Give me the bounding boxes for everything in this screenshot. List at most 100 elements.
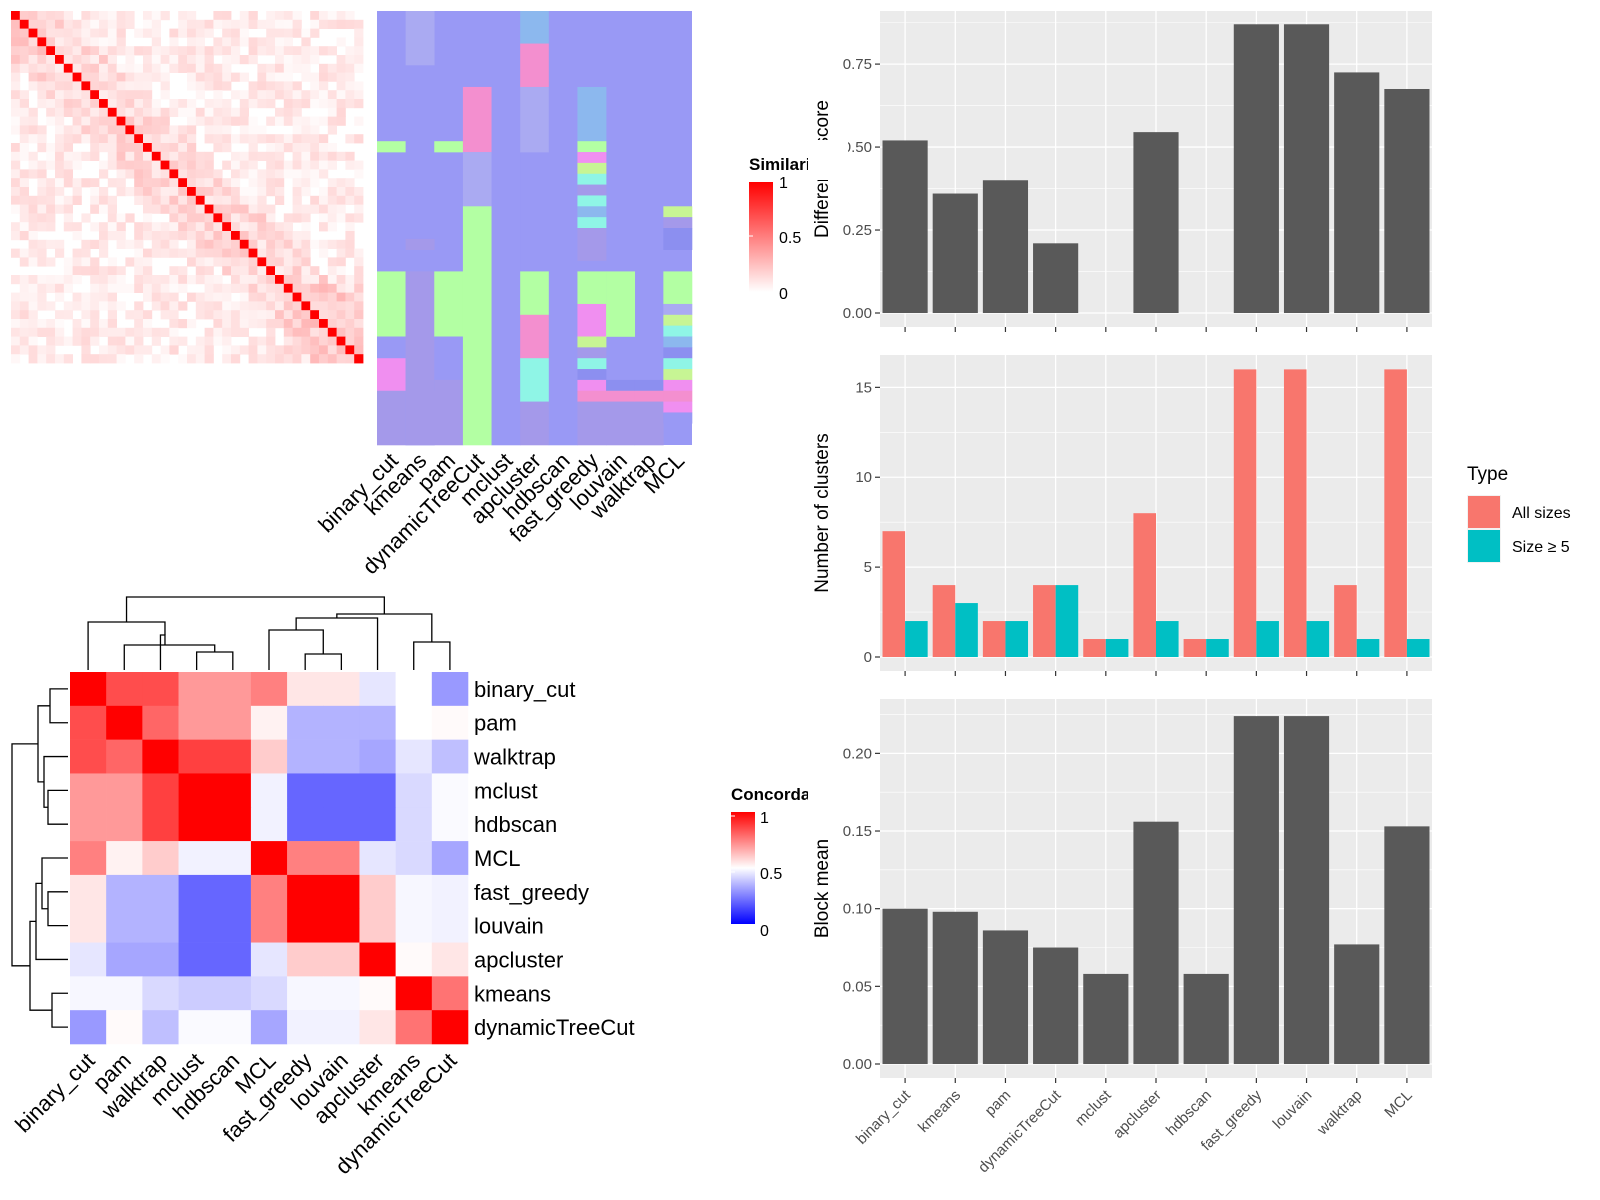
similarity-cell — [55, 63, 65, 73]
similarity-cell — [107, 204, 117, 214]
similarity-cell — [169, 151, 179, 161]
similarity-cell — [301, 99, 311, 109]
concordance-cell — [142, 739, 179, 774]
similarity-cell — [19, 11, 29, 21]
similarity-cell — [283, 160, 293, 170]
similarity-cell — [143, 81, 153, 91]
similarity-cell — [301, 125, 311, 135]
similarity-cell — [213, 195, 223, 205]
similarity-cell — [283, 345, 293, 355]
similarity-cell — [319, 116, 329, 126]
similarity-cell — [345, 72, 355, 82]
dendrogram-link — [35, 882, 68, 961]
similarity-cell — [310, 204, 320, 214]
concordance-row-label: fast_greedy — [474, 880, 589, 905]
similarity-cell — [107, 72, 117, 82]
similarity-cell — [143, 160, 153, 170]
similarity-cell — [81, 345, 91, 355]
similarity-cell — [143, 319, 153, 329]
concordance-cell — [359, 1010, 396, 1045]
similarity-cell — [116, 37, 126, 47]
cluster-assignment-cell — [520, 86, 550, 153]
similarity-cell — [283, 63, 293, 73]
similarity-cell — [178, 134, 188, 144]
similarity-cell — [248, 213, 258, 223]
bar-size-ge-5 — [1005, 621, 1029, 657]
similarity-cell — [125, 81, 135, 91]
similarity-cell — [275, 283, 285, 293]
similarity-cell — [187, 143, 197, 153]
similarity-cell — [292, 187, 302, 197]
similarity-cell — [187, 169, 197, 179]
similarity-cell — [354, 28, 364, 38]
similarity-cell — [327, 345, 337, 355]
concordance-cell — [70, 942, 107, 977]
similarity-cell — [336, 55, 346, 65]
similarity-cell — [125, 11, 135, 21]
similarity-cell — [257, 231, 267, 241]
cluster-assignment-cell — [520, 11, 550, 44]
similarity-cell — [204, 327, 214, 337]
similarity-cell — [178, 301, 188, 311]
similarity-cell — [81, 63, 91, 73]
similarity-cell — [90, 301, 100, 311]
similarity-cell — [125, 90, 135, 100]
similarity-cell — [266, 72, 276, 82]
similarity-cell — [319, 72, 329, 82]
similarity-cell — [213, 327, 223, 337]
similarity-cell — [63, 99, 73, 109]
similarity-cell — [336, 11, 346, 21]
similarity-cell — [134, 151, 144, 161]
bar-all-sizes — [982, 621, 1006, 657]
similarity-cell — [63, 301, 73, 311]
legend-key — [1468, 530, 1500, 562]
similarity-cell — [319, 213, 329, 223]
similarity-cell — [143, 178, 153, 188]
similarity-cell — [275, 222, 285, 232]
similarity-cell — [116, 81, 126, 91]
concordance-row-label: apcluster — [474, 948, 563, 973]
concordance-cell — [431, 908, 469, 943]
concordance-cell — [214, 874, 252, 910]
similarity-cell — [28, 354, 38, 364]
similarity-cell — [187, 204, 197, 214]
concordance-cell — [359, 807, 396, 842]
concordance-cell — [287, 807, 324, 842]
similarity-cell — [55, 143, 65, 153]
similarity-cell — [143, 143, 153, 153]
similarity-cell — [213, 19, 223, 29]
similarity-cell — [354, 319, 364, 329]
cluster-assignment-cell — [577, 271, 607, 305]
concordance-cell — [142, 773, 179, 808]
similarity-cell — [134, 257, 144, 267]
similarity-cell — [213, 178, 223, 188]
similarity-cell — [213, 231, 223, 241]
similarity-cell — [46, 72, 56, 82]
similarity-cell — [134, 187, 144, 197]
similarity-cell — [354, 37, 364, 47]
similarity-cell — [151, 222, 161, 232]
similarity-cell — [134, 248, 144, 258]
similarity-cell — [354, 55, 364, 65]
similarity-cell — [231, 28, 241, 38]
similarity-cell — [187, 222, 197, 232]
similarity-cell — [239, 327, 249, 337]
similarity-cell — [266, 178, 276, 188]
similarity-cell — [99, 28, 109, 38]
similarity-cell — [275, 248, 285, 258]
similarity-cell — [204, 169, 214, 179]
cluster-assignment-cell — [520, 358, 550, 402]
similarity-cell — [257, 275, 267, 285]
similarity-cell — [63, 107, 73, 117]
similarity-cell — [11, 81, 21, 91]
similarity-cell — [283, 37, 293, 47]
similarity-cell — [99, 81, 109, 91]
similarity-cell — [319, 248, 329, 258]
similarity-cell — [151, 327, 161, 337]
similarity-cell — [336, 72, 346, 82]
similarity-cell — [213, 187, 223, 197]
similarity-cell — [204, 195, 214, 205]
concordance-cell — [431, 672, 469, 707]
similarity-cell — [143, 169, 153, 179]
concordance-cell — [431, 976, 469, 1011]
